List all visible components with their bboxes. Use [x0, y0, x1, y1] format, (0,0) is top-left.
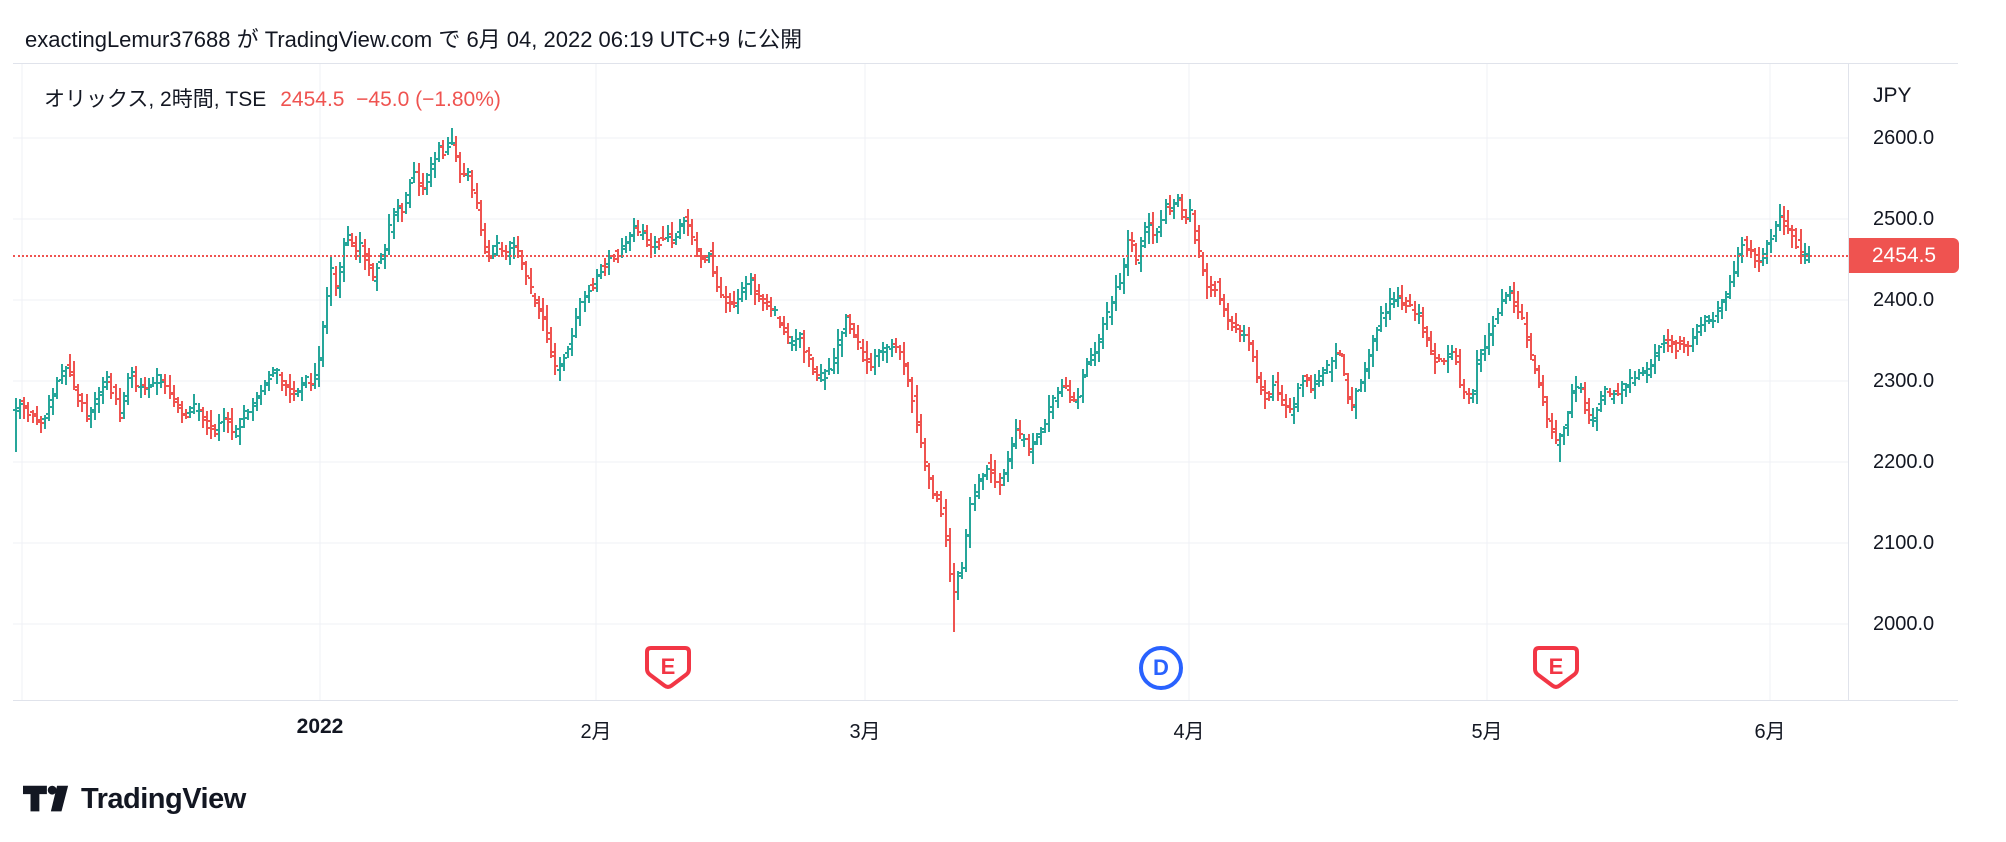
dividend-badge[interactable]: D	[1135, 642, 1187, 696]
price-tick-label: 2600.0	[1873, 127, 1935, 149]
brand-text: TradingView	[81, 782, 246, 815]
currency-label: JPY	[1873, 84, 1912, 107]
last-price-and-change: 2454.5 −45.0 (−1.80%)	[280, 88, 501, 111]
ohlc-bars-plot	[13, 64, 1848, 700]
chart-pane[interactable]: オリックス, 2時間, TSE 2454.5 −45.0 (−1.80%) E D…	[13, 64, 1848, 700]
time-tick-month: 4月	[1173, 721, 1205, 743]
time-tick-month: 5月	[1471, 721, 1503, 743]
earnings-icon: E	[645, 646, 691, 689]
footer: TradingView	[23, 781, 246, 817]
price-tick-label: 2200.0	[1873, 451, 1935, 473]
chart-widget: オリックス, 2時間, TSE 2454.5 −45.0 (−1.80%) E D…	[13, 63, 1959, 759]
chart-legend: オリックス, 2時間, TSE 2454.5 −45.0 (−1.80%)	[44, 83, 501, 113]
earnings-icon: E	[1533, 646, 1579, 689]
earnings-badge[interactable]: E	[1530, 642, 1582, 696]
price-tick-label: 2100.0	[1873, 532, 1935, 554]
tradingview-mark-icon	[23, 785, 69, 812]
price-tick-label: 2400.0	[1873, 289, 1935, 311]
price-tick-label: 2500.0	[1873, 208, 1935, 230]
price-tick-label: 2000.0	[1873, 613, 1935, 635]
price-tick-label: 2300.0	[1873, 370, 1935, 392]
earnings-badge[interactable]: E	[642, 642, 694, 696]
time-tick-month: 3月	[849, 721, 881, 743]
time-scale[interactable]: 2022 2月 3月 4月 5月 6月	[13, 700, 1958, 759]
last-price-dotted-line	[13, 255, 1848, 257]
svg-text:E: E	[1549, 654, 1564, 679]
time-tick-month: 2月	[580, 721, 612, 743]
time-tick-month: 6月	[1754, 721, 1786, 743]
price-scale[interactable]: JPY 2454.5 2600.0 2500.0 2400.0 2300.0 2200.…	[1848, 64, 1959, 758]
symbol-title: オリックス, 2時間, TSE	[44, 88, 267, 111]
svg-text:D: D	[1153, 655, 1169, 680]
dividend-icon: D	[1139, 646, 1183, 690]
svg-text:E: E	[661, 654, 676, 679]
last-price-badge: 2454.5	[1849, 238, 1959, 273]
tradingview-logo[interactable]: TradingView	[23, 783, 246, 816]
publish-info: exactingLemur37688 が TradingView.com で 6…	[25, 27, 803, 52]
time-tick-year: 2022	[296, 715, 344, 738]
